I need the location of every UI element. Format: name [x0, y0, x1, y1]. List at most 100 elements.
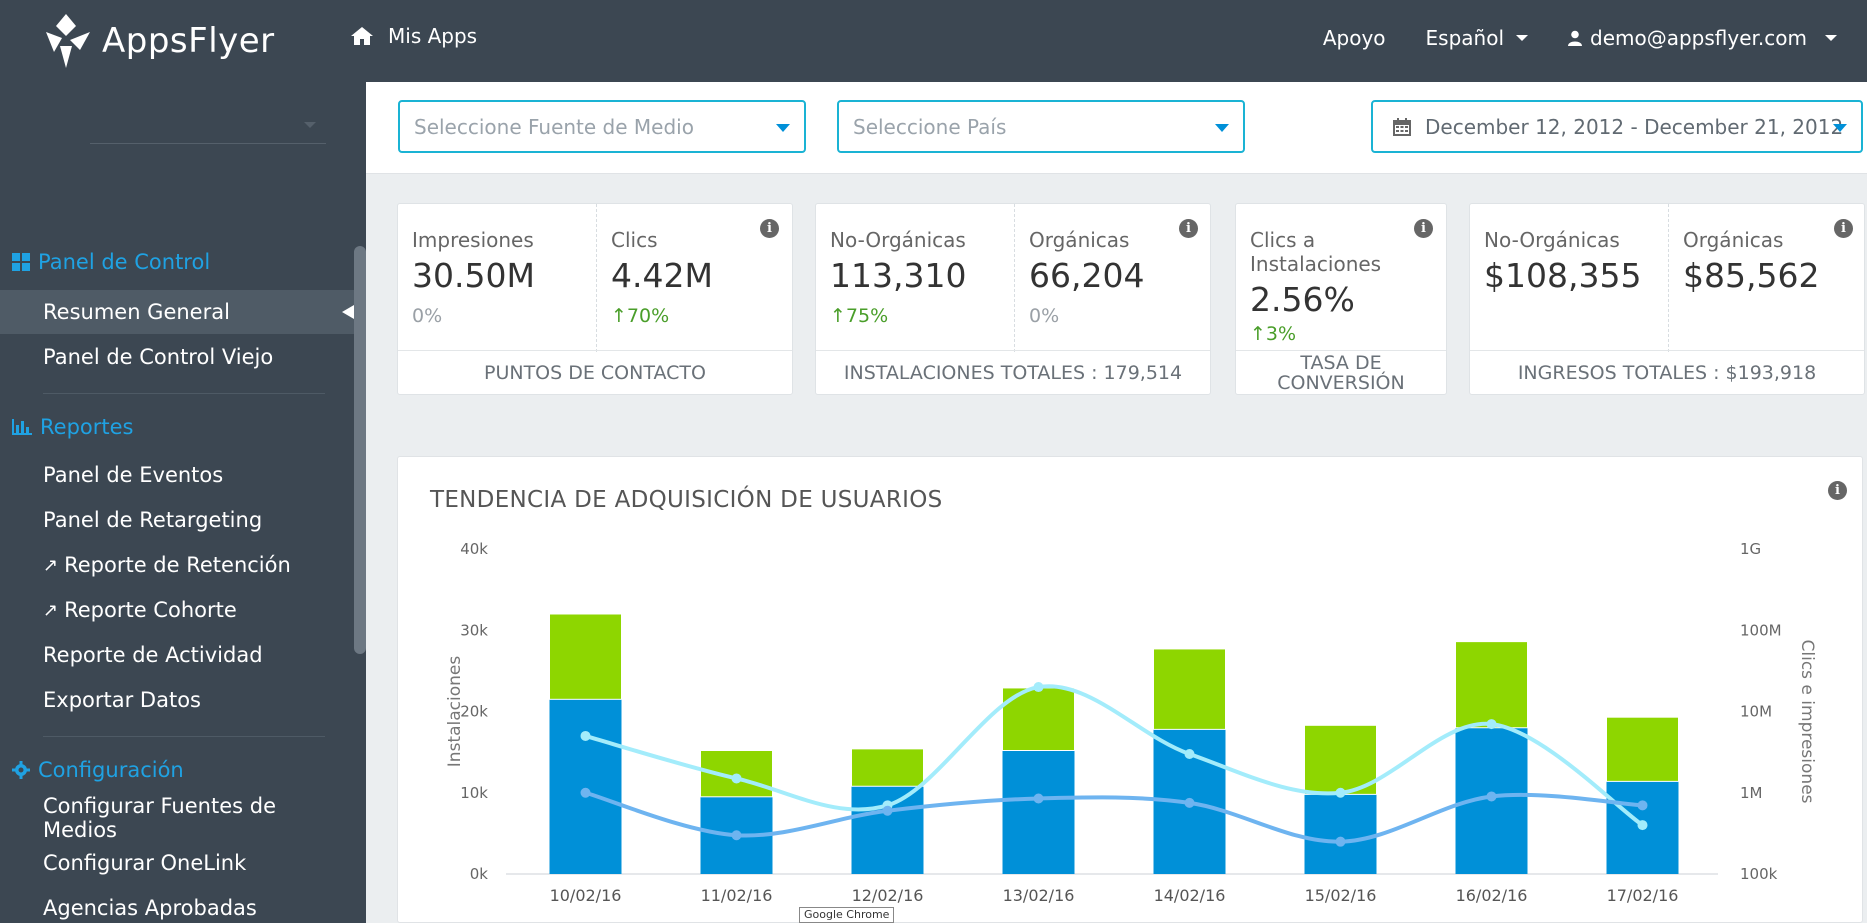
language-dropdown[interactable]: Español	[1425, 26, 1529, 50]
appsflyer-logo[interactable]: AppsFlyer	[40, 12, 275, 70]
chart-bar	[549, 699, 622, 874]
section-reportes[interactable]: Reportes	[12, 415, 133, 439]
kpi-value: 66,204	[1029, 256, 1145, 295]
arrow-up-icon: ↑	[611, 305, 627, 327]
x-tick-label: 10/02/16	[550, 886, 622, 905]
chart-point	[1335, 787, 1346, 798]
sidebar-item-agencias-aprobadas[interactable]: Agencias Aprobadas	[0, 886, 354, 923]
date-range-picker[interactable]: December 12, 2012 - December 21, 2012	[1371, 100, 1863, 153]
kpi-delta-value: 70%	[626, 305, 670, 327]
kpi-value: 4.42M	[611, 256, 713, 295]
sidebar-item-label: Exportar Datos	[43, 688, 201, 712]
x-tick-label: 15/02/16	[1305, 886, 1377, 905]
card-footer-label: INGRESOS TOTALES : $193,918	[1470, 350, 1864, 394]
conversion-card: Clics a Instalaciones 2.56% ↑3% i TASA D…	[1235, 203, 1447, 395]
kpi-label: Orgánicas	[1683, 228, 1784, 252]
chart-point	[731, 773, 742, 784]
chart-point	[1033, 682, 1044, 693]
section-title: Configuración	[38, 758, 184, 782]
x-tick-label: 13/02/16	[1003, 886, 1075, 905]
sidebar-item-panel-de-eventos[interactable]: Panel de Eventos	[0, 453, 354, 497]
card-footer-label: INSTALACIONES TOTALES : 179,514	[816, 350, 1210, 394]
chart-bar	[1304, 794, 1377, 874]
sidebar-item-panel-de-control-viejo[interactable]: Panel de Control Viejo	[0, 335, 354, 379]
language-label: Español	[1425, 26, 1505, 50]
card-footer-label: TASA DE CONVERSIÓN	[1236, 350, 1446, 394]
gear-icon	[12, 761, 30, 779]
sidebar-item-resumen-general[interactable]: Resumen General	[0, 290, 354, 334]
media-source-select[interactable]: Seleccione Fuente de Medio	[398, 100, 806, 153]
user-acquisition-chart: 0k 10k 20k 30k 40k 100k 1M 10M 100M 1G Instalacion…	[445, 540, 1817, 905]
kpi-label: Orgánicas	[1029, 228, 1130, 252]
chart-bar	[1002, 750, 1075, 874]
kpi-label: No-Orgánicas	[830, 228, 966, 252]
sidebar-item-label: Panel de Eventos	[43, 463, 224, 487]
date-range-value: December 12, 2012 - December 21, 2012	[1425, 114, 1844, 139]
external-link-icon: ↗	[43, 554, 59, 576]
sidebar-item-label: Panel de Retargeting	[43, 508, 263, 532]
x-tick-label: 12/02/16	[852, 886, 924, 905]
chart-point	[1335, 836, 1346, 847]
y-tick-label: 20k	[460, 703, 488, 721]
chart-point	[1486, 719, 1497, 730]
y-axis-label: Instalaciones	[445, 656, 465, 768]
app-selector-dropdown[interactable]	[90, 110, 326, 144]
chart-bar	[1455, 641, 1528, 729]
revenue-card: No-Orgánicas $108,355 Orgánicas $85,562 …	[1469, 203, 1865, 395]
section-title: Reportes	[40, 415, 134, 439]
info-icon[interactable]: i	[760, 219, 779, 238]
section-panel-de-control[interactable]: Panel de Control	[12, 250, 210, 274]
country-select[interactable]: Seleccione País	[837, 100, 1245, 153]
sidebar-item-label: Reporte de Retención	[64, 553, 291, 577]
chart-series-line	[584, 684, 1644, 827]
info-icon[interactable]: i	[1179, 219, 1198, 238]
sidebar-item-configurar-onelink[interactable]: Configurar OneLink	[0, 841, 354, 885]
sidebar-item-panel-de-retargeting[interactable]: Panel de Retargeting	[0, 498, 354, 542]
y2-tick-label: 10M	[1740, 703, 1772, 721]
kpi-value: $85,562	[1683, 256, 1820, 295]
sidebar-item-reporte-de-retencion[interactable]: ↗ Reporte de Retención	[0, 543, 354, 587]
kpi-value: 2.56%	[1250, 280, 1355, 319]
x-tick-label: 16/02/16	[1456, 886, 1528, 905]
sidebar-scrollbar[interactable]	[354, 246, 366, 654]
dashboard-icon	[12, 253, 30, 271]
filter-bar: Seleccione Fuente de Medio Seleccione Pa…	[366, 82, 1867, 174]
chart-point	[580, 730, 591, 741]
chart-point	[1486, 791, 1497, 802]
chart-point	[1637, 800, 1648, 811]
sidebar-item-label: Reporte Cohorte	[64, 598, 237, 622]
chevron-down-icon	[1825, 35, 1837, 41]
chart-point	[1637, 820, 1648, 831]
kpi-value: $108,355	[1484, 256, 1642, 295]
info-icon[interactable]: i	[1414, 219, 1433, 238]
bar-chart-icon	[12, 419, 32, 435]
kpi-label: Clics a Instalaciones	[1250, 228, 1382, 276]
chart-point	[1033, 793, 1044, 804]
chart-point	[580, 787, 591, 798]
sidebar-item-configurar-fuentes-de-medios[interactable]: Configurar Fuentes de Medios	[0, 794, 354, 842]
chevron-down-icon	[1215, 124, 1229, 132]
browser-tooltip: Google Chrome	[799, 907, 895, 923]
y2-tick-label: 1M	[1740, 784, 1763, 802]
user-acquisition-chart-panel: TENDENCIA DE ADQUISICIÓN DE USUARIOS i 0…	[397, 456, 1863, 923]
chevron-down-icon	[304, 122, 316, 128]
my-apps-link[interactable]: Mis Apps	[350, 24, 477, 48]
sidebar-item-label: Configurar OneLink	[43, 851, 247, 875]
sidebar-divider	[43, 736, 325, 737]
user-menu[interactable]: demo@appsflyer.com	[1568, 26, 1837, 50]
y2-tick-label: 1G	[1740, 540, 1761, 558]
appsflyer-logo-icon	[46, 14, 90, 68]
country-placeholder: Seleccione País	[853, 114, 1007, 139]
touchpoints-card: Impresiones 30.50M 0% Clics 4.42M ↑70% i…	[397, 203, 793, 395]
sidebar-item-exportar-datos[interactable]: Exportar Datos	[0, 678, 354, 722]
kpi-delta: ↑70%	[611, 305, 780, 327]
chart-bar	[1153, 648, 1226, 730]
info-icon[interactable]: i	[1828, 481, 1847, 500]
section-configuracion[interactable]: Configuración	[12, 758, 184, 782]
chart-bar	[851, 748, 924, 787]
sidebar-item-reporte-cohorte[interactable]: ↗ Reporte Cohorte	[0, 588, 354, 632]
sidebar: Panel de Control Resumen General Panel d…	[0, 82, 366, 923]
support-link[interactable]: Apoyo	[1323, 26, 1386, 50]
info-icon[interactable]: i	[1834, 219, 1853, 238]
sidebar-item-reporte-de-actividad[interactable]: Reporte de Actividad	[0, 633, 354, 677]
